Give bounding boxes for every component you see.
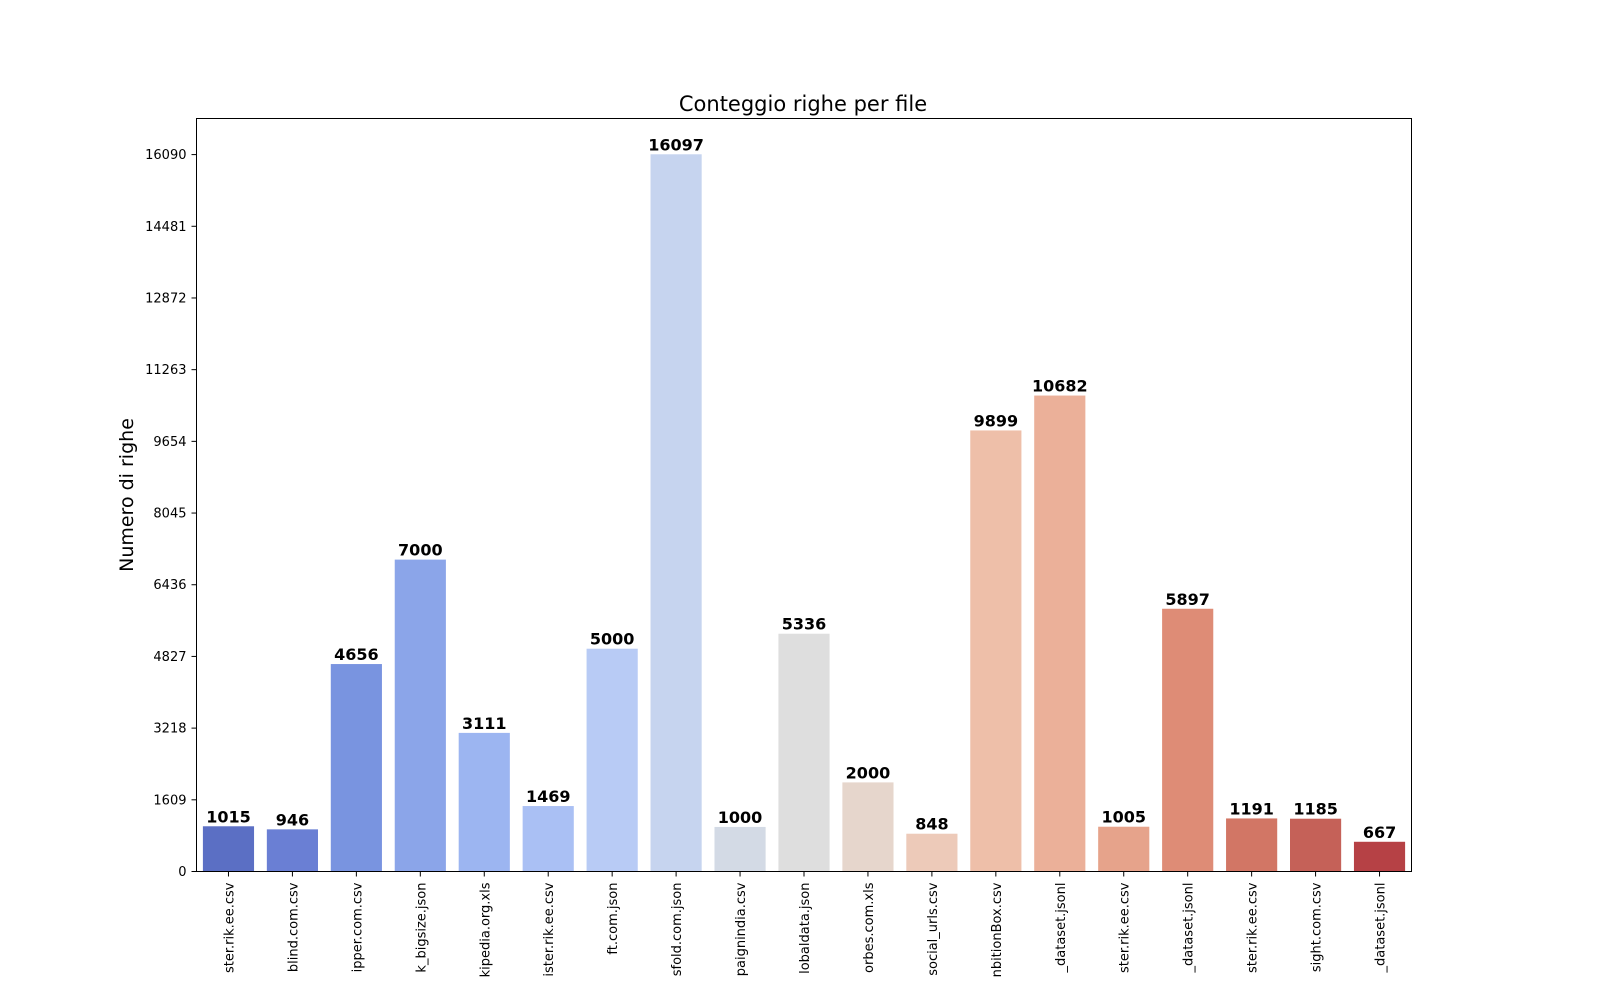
bar (714, 826, 766, 872)
bars-group (202, 154, 1406, 872)
data-label: 5897 (1165, 590, 1210, 609)
bar (1353, 841, 1406, 872)
x-tick-label: ipper.com.csv (350, 882, 365, 972)
data-label: 5000 (590, 630, 635, 649)
bar (202, 826, 255, 872)
plot-frame (196, 118, 1412, 872)
data-label: 946 (276, 810, 309, 829)
bar (1034, 395, 1086, 872)
bar (1098, 826, 1150, 872)
chart-title: Conteggio righe per file (679, 92, 927, 116)
data-label: 7000 (398, 541, 443, 560)
data-label: 1000 (718, 808, 763, 827)
data-label: 2000 (846, 763, 891, 782)
x-tick-label: lobaldata.json (798, 883, 813, 974)
data-label: 1469 (526, 787, 571, 806)
data-label: 5336 (782, 615, 827, 634)
x-tick-label: ft.com.json (606, 883, 621, 955)
data-label: 848 (915, 815, 948, 834)
x-tick-label: paignindia.csv (734, 882, 749, 976)
x-tick-label: ster.rik.ee.csv (1246, 882, 1261, 973)
bar (1290, 818, 1342, 872)
y-tick-label: 4827 (153, 650, 186, 665)
bar (906, 833, 958, 872)
x-axis: ster.rik.ee.csv blind.com.csv ipper.com.cs… (222, 871, 1389, 977)
y-axis: 0 1609 3218 4827 6436 8045 9654 11263 12872 14481… (145, 148, 197, 880)
y-tick-label: 1609 (153, 793, 186, 808)
bar (1162, 608, 1214, 872)
y-tick-label: 8045 (153, 507, 186, 522)
y-tick-label: 3218 (153, 722, 186, 737)
y-tick-label: 0 (178, 865, 186, 880)
bar (1226, 818, 1278, 872)
data-label: 9899 (974, 411, 1019, 430)
bar (458, 732, 510, 872)
y-tick-label: 9654 (153, 435, 186, 450)
x-tick-label: orbes.com.xls (862, 882, 877, 973)
data-label: 10682 (1032, 377, 1088, 396)
x-tick-label: kipedia.org.xls (478, 882, 493, 977)
bar (266, 829, 318, 872)
y-tick-label: 16090 (145, 148, 186, 163)
x-tick-label: ster.rik.ee.csv (1118, 882, 1133, 973)
data-labels-group: 1015 946 4656 7000 3111 1469 5000 16097 1000 5336… (206, 135, 1396, 842)
x-tick-label: _dataset.jsonl (1054, 883, 1069, 974)
bar (522, 806, 574, 872)
y-tick-label: 6436 (153, 578, 186, 593)
y-axis-label: Numero di righe (116, 418, 138, 572)
data-label: 667 (1363, 823, 1396, 842)
y-tick-label: 12872 (145, 291, 186, 306)
bar (330, 664, 382, 872)
x-tick-label: nbitionBox.csv (990, 882, 1005, 977)
x-tick-label: blind.com.csv (286, 882, 301, 972)
x-tick-label: sight.com.csv (1310, 882, 1325, 972)
data-label: 1191 (1229, 799, 1274, 818)
data-label: 1015 (206, 807, 251, 826)
bar (970, 430, 1022, 872)
bar (650, 154, 702, 872)
x-tick-label: _dataset.jsonl (1374, 883, 1389, 974)
data-label: 3111 (462, 714, 507, 733)
bar (778, 633, 830, 872)
x-tick-label: ister.rik.ee.csv (542, 882, 557, 976)
y-tick-label: 14481 (145, 220, 186, 235)
bar (394, 559, 446, 872)
x-tick-label: _dataset.jsonl (1182, 883, 1197, 974)
data-label: 1185 (1293, 800, 1338, 819)
x-tick-label: sfold.com.json (670, 883, 685, 977)
bar (586, 648, 638, 872)
x-tick-label: k_bigsize.json (414, 883, 429, 973)
bar (842, 782, 894, 872)
y-tick-label: 11263 (145, 363, 186, 378)
data-label: 1005 (1101, 808, 1146, 827)
x-tick-label: social_urls.csv (926, 882, 941, 976)
x-tick-label: ster.rik.ee.csv (222, 882, 237, 973)
data-label: 4656 (334, 645, 379, 664)
data-label: 16097 (648, 135, 704, 154)
